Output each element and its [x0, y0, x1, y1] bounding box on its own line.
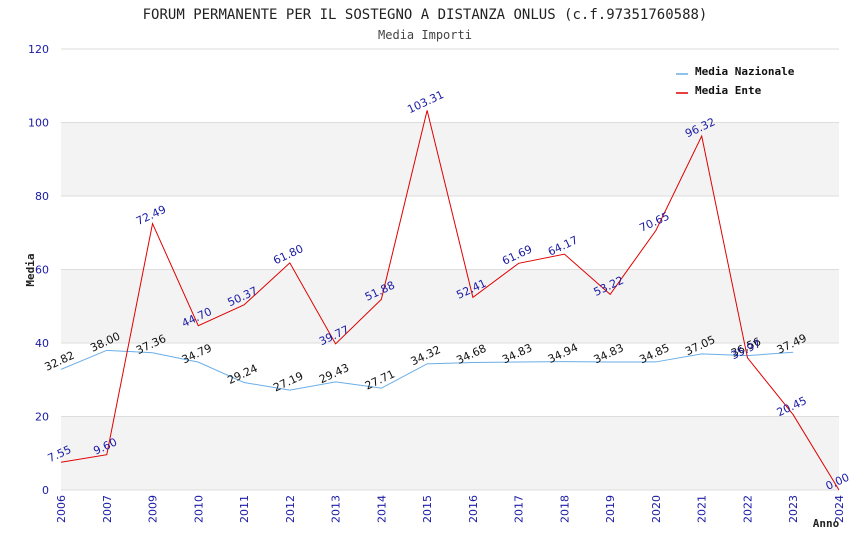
legend: Media Nazionale Media Ente [670, 60, 810, 101]
x-tick-label: 2012 [284, 495, 297, 523]
x-axis-ticks: 2006 2007 2009 2010 2011 2012 2013 2014 2015 2016… [55, 495, 846, 523]
legend-box [670, 60, 810, 101]
x-tick-label: 2022 [741, 495, 754, 523]
x-tick-label: 2023 [787, 495, 800, 523]
x-tick-label: 2010 [192, 495, 205, 523]
x-tick-label: 2021 [696, 495, 709, 523]
y-tick-label: 100 [28, 117, 49, 130]
x-tick-label: 2016 [467, 495, 480, 523]
series-line-national [60, 349, 794, 391]
x-tick-label: 2018 [558, 495, 571, 523]
legend-label-ente: Media Ente [695, 84, 762, 97]
y-tick-label: 40 [35, 337, 49, 350]
x-tick-label: 2024 [833, 495, 846, 523]
y-axis-ticks: 0 20 40 60 80 100 120 [28, 43, 49, 497]
x-tick-label: 2014 [375, 495, 388, 523]
x-tick-label: 2009 [147, 495, 160, 523]
y-tick-label: 60 [35, 264, 49, 277]
y-tick-label: 120 [28, 43, 49, 56]
x-tick-label: 2017 [513, 495, 526, 523]
x-tick-label: 2013 [330, 495, 343, 523]
plot-band [61, 122, 839, 196]
x-axis-label: Anno [813, 517, 840, 530]
plot-band [61, 269, 839, 343]
x-tick-label: 2006 [55, 495, 68, 523]
x-tick-label: 2020 [650, 495, 663, 523]
plot-band [61, 416, 839, 490]
plot-band [61, 196, 839, 270]
chart-subtitle: Media Importi [378, 28, 472, 42]
series-line-ente [60, 110, 840, 491]
series-lines [60, 110, 840, 491]
legend-label-national: Media Nazionale [695, 65, 795, 78]
chart-title: FORUM PERMANENTE PER IL SOSTEGNO A DISTA… [143, 7, 708, 23]
x-tick-label: 2019 [604, 495, 617, 523]
y-axis-label: Media [24, 253, 37, 286]
grid-lines [61, 48, 839, 491]
plot-band [61, 343, 839, 417]
y-tick-label: 20 [35, 411, 49, 424]
x-tick-label: 2007 [101, 495, 114, 523]
x-tick-label: 2011 [238, 495, 251, 523]
x-tick-label: 2015 [421, 495, 434, 523]
y-tick-label: 0 [42, 484, 49, 497]
y-tick-label: 80 [35, 190, 49, 203]
